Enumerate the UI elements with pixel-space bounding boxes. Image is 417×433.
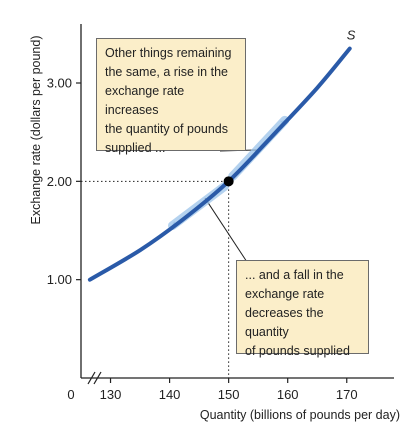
x-tick-label: 160 [277, 387, 299, 402]
supply-curve-label: S [347, 28, 356, 43]
annotation-fall: ... and a fall in the exchange rate decr… [236, 260, 369, 358]
annotation-rise-line: exchange rate increases [105, 84, 185, 117]
ticks-layer: 130 140 150 160 170 1.00 2.00 3.00 [47, 76, 358, 403]
annotation-fall-line: of pounds supplied [245, 344, 350, 358]
annotation-rise: Other things remaining the same, a rise … [96, 38, 246, 155]
annotation-rise-line: supplied ... [105, 141, 166, 155]
callout-leader-fall [204, 197, 248, 263]
x-tick-label: 130 [100, 387, 122, 402]
x-tick-label: 170 [336, 387, 358, 402]
y-tick-label: 1.00 [47, 272, 72, 287]
equilibrium-point [223, 176, 234, 187]
annotation-fall-line: decreases the quantity [245, 306, 324, 339]
y-tick-label: 3.00 [47, 76, 72, 91]
annotation-fall-line: exchange rate [245, 287, 325, 301]
annotation-rise-line: Other things remaining [105, 46, 232, 60]
x-axis-title: Quantity (billions of pounds per day) [200, 408, 400, 422]
axis-break-icon [87, 371, 102, 385]
y-tick-label: 2.00 [47, 174, 72, 189]
annotation-rise-line: the same, a rise in the [105, 65, 228, 79]
annotation-rise-line: the quantity of pounds [105, 122, 229, 136]
y-axis-title: Exchange rate (dollars per pound) [29, 35, 43, 224]
origin-label: 0 [67, 387, 74, 402]
x-tick-label: 140 [159, 387, 181, 402]
annotation-fall-line: ... and a fall in the [245, 268, 344, 282]
x-tick-label: 150 [218, 387, 240, 402]
